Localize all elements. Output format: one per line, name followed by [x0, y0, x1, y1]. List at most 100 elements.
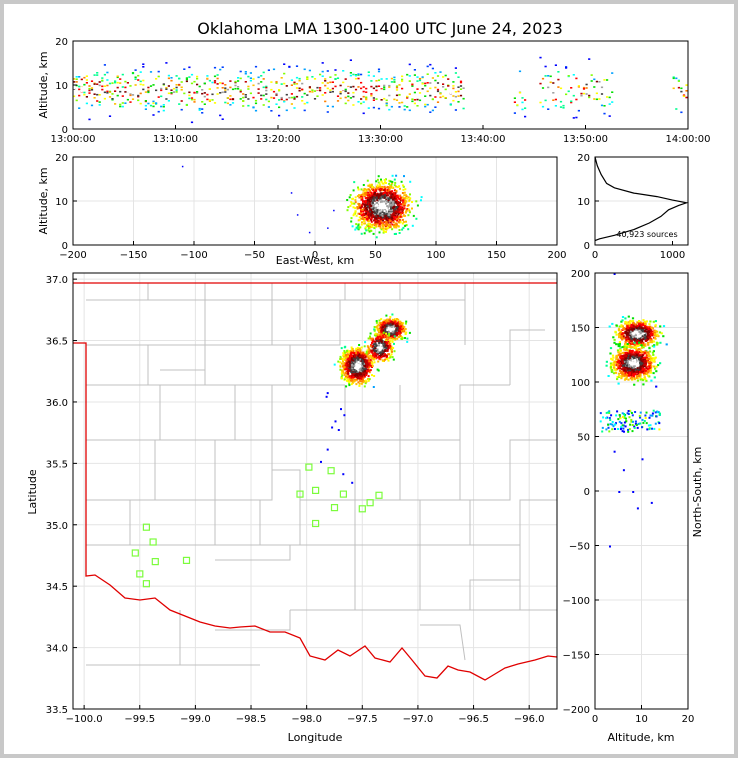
source-point	[402, 199, 404, 202]
source-point	[384, 327, 387, 330]
source-point	[372, 191, 375, 194]
hist-y-tick-label: 0	[584, 241, 590, 252]
source-point	[392, 221, 395, 223]
source-point	[557, 86, 560, 88]
plan-y-tick-label: 37.0	[46, 275, 68, 286]
source-point	[93, 74, 96, 76]
source-point	[334, 78, 337, 80]
source-point	[677, 86, 680, 89]
source-point	[114, 90, 117, 92]
source-point	[356, 227, 359, 230]
source-point	[675, 108, 678, 110]
source-point	[114, 103, 117, 105]
source-point	[651, 330, 654, 333]
source-point	[183, 90, 186, 93]
source-point	[167, 92, 170, 95]
source-point	[350, 357, 353, 360]
source-point	[367, 74, 370, 77]
county-line	[272, 385, 346, 441]
source-point	[372, 188, 374, 191]
source-point	[634, 343, 637, 346]
source-point	[625, 329, 628, 332]
source-point	[354, 199, 357, 202]
source-point	[387, 202, 390, 205]
plan-y-tick-label: 35.5	[46, 459, 68, 470]
source-point	[119, 90, 122, 93]
source-point	[355, 378, 358, 381]
source-point	[391, 206, 394, 209]
source-point	[351, 363, 354, 366]
source-point	[580, 92, 583, 95]
plan-view-yticks: 33.534.034.535.035.536.036.537.0	[46, 275, 77, 716]
source-point	[193, 80, 196, 83]
source-point	[389, 344, 392, 347]
source-point	[351, 362, 354, 365]
source-point	[622, 332, 625, 335]
source-point	[331, 87, 334, 90]
source-point	[262, 78, 265, 80]
source-point	[357, 86, 360, 88]
source-point	[278, 106, 281, 109]
source-point	[539, 82, 542, 85]
source-point	[379, 358, 382, 361]
county-line	[345, 283, 401, 301]
source-point	[365, 197, 368, 199]
source-point	[379, 225, 382, 228]
source-point	[303, 102, 306, 105]
source-point	[367, 346, 370, 349]
source-point	[196, 91, 199, 93]
source-point	[444, 97, 447, 99]
source-point	[242, 100, 245, 102]
source-point	[554, 105, 557, 107]
source-point	[603, 79, 606, 81]
source-point	[373, 375, 376, 377]
source-point	[326, 70, 329, 72]
source-point	[394, 329, 397, 332]
station-marker	[358, 505, 366, 513]
source-point	[362, 213, 365, 216]
source-point	[382, 321, 385, 324]
source-point	[96, 83, 99, 85]
source-point	[411, 207, 413, 210]
source-point	[373, 361, 376, 364]
source-point	[377, 175, 380, 178]
station-marker	[327, 467, 335, 475]
source-point	[73, 78, 76, 80]
source-point	[144, 100, 147, 102]
source-point	[372, 386, 375, 388]
source-point	[350, 383, 353, 386]
source-point	[362, 95, 365, 98]
source-point	[103, 64, 106, 66]
ew-y-tick-label: 0	[62, 241, 68, 252]
source-point	[380, 180, 383, 183]
source-point	[404, 197, 407, 199]
source-point	[83, 93, 86, 96]
source-point	[364, 200, 367, 203]
source-point	[629, 319, 632, 322]
source-point	[326, 448, 329, 451]
source-point	[524, 99, 527, 101]
source-point	[361, 221, 363, 224]
station-marker	[182, 556, 191, 565]
source-point	[612, 336, 615, 339]
source-point	[267, 69, 270, 71]
source-point	[383, 205, 386, 208]
county-line	[205, 300, 273, 346]
source-point	[418, 92, 422, 94]
source-point	[352, 104, 355, 106]
source-point	[401, 218, 404, 221]
source-point	[170, 92, 173, 94]
source-point	[198, 90, 201, 93]
source-point	[572, 74, 575, 76]
source-point	[360, 367, 363, 370]
source-point	[254, 99, 258, 102]
source-point	[367, 191, 370, 194]
source-point	[343, 378, 346, 381]
source-point	[359, 204, 361, 207]
source-point	[351, 350, 353, 353]
source-point	[88, 85, 91, 87]
source-point	[397, 203, 399, 205]
source-point	[399, 199, 402, 202]
source-point	[381, 213, 384, 216]
source-point	[387, 217, 390, 219]
